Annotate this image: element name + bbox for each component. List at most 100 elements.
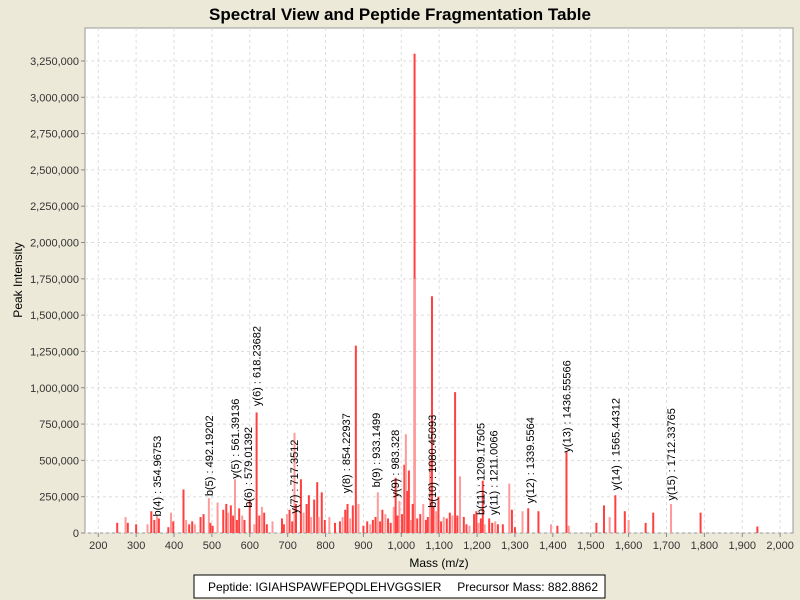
peak-bar bbox=[644, 522, 647, 533]
y-tick-label: 1,750,000 bbox=[30, 274, 79, 286]
x-tick-label: 2,000 bbox=[766, 540, 794, 552]
legend-precursor: Precursor Mass: 882.8862 bbox=[457, 580, 598, 594]
fragment-annotation: y(5) : 561.39136 bbox=[230, 399, 242, 479]
peak-bar bbox=[396, 515, 399, 533]
peak-bar bbox=[328, 517, 331, 533]
peak-bar bbox=[293, 432, 296, 533]
peak-bar bbox=[448, 512, 451, 533]
peak-bar bbox=[481, 480, 484, 533]
peak-bar bbox=[494, 521, 497, 533]
peak-bar bbox=[294, 503, 297, 533]
peak-bar bbox=[371, 519, 374, 533]
x-tick-label: 800 bbox=[316, 540, 334, 552]
peak-bar bbox=[265, 524, 268, 533]
peak-bar bbox=[307, 495, 310, 533]
peak-bar bbox=[124, 517, 127, 533]
peak-bar bbox=[344, 509, 347, 533]
peak-bar bbox=[241, 515, 244, 533]
peak-bar bbox=[426, 517, 429, 533]
peak-bar bbox=[556, 525, 559, 533]
peak-bar bbox=[153, 519, 156, 533]
peak-bar bbox=[271, 521, 274, 533]
peak-bar bbox=[440, 521, 443, 533]
peak-bar bbox=[608, 517, 611, 533]
peak-bar bbox=[234, 479, 237, 533]
fragment-annotation: b(6) : 579.01392 bbox=[243, 427, 255, 508]
peak-bar bbox=[146, 524, 149, 533]
peak-bar bbox=[527, 508, 530, 533]
peak-bar bbox=[508, 483, 511, 533]
peak-bar bbox=[513, 527, 516, 533]
peak-bar bbox=[338, 521, 341, 533]
peak-bar bbox=[302, 512, 305, 533]
y-tick-label: 1,500,000 bbox=[30, 310, 79, 322]
fragment-annotation: y(6) : 618.23682 bbox=[252, 326, 264, 406]
peak-bar bbox=[182, 489, 185, 533]
y-tick-label: 750,000 bbox=[39, 419, 79, 431]
peak-bar bbox=[424, 519, 427, 533]
peak-bar bbox=[437, 496, 440, 533]
x-tick-label: 200 bbox=[89, 540, 107, 552]
peak-bar bbox=[263, 512, 266, 533]
peak-bar bbox=[193, 524, 196, 533]
fragment-annotation: b(10) : 1080.45093 bbox=[427, 415, 439, 508]
peak-bar bbox=[351, 505, 354, 533]
peak-bar bbox=[614, 495, 617, 533]
peak-bar bbox=[537, 511, 540, 533]
peak-bar bbox=[602, 505, 605, 533]
peak-bar bbox=[354, 345, 357, 533]
peak-bar bbox=[341, 517, 344, 533]
peak-bar bbox=[229, 505, 232, 533]
peak-bar bbox=[376, 492, 379, 533]
x-tick-label: 1,200 bbox=[463, 540, 491, 552]
peak-bar bbox=[191, 521, 194, 533]
peak-bar bbox=[454, 392, 457, 533]
peak-bar bbox=[384, 514, 387, 533]
peak-bar bbox=[209, 522, 212, 533]
annotations: b(4) : 354.96753 b(5) : 492.19202 y(5) : 5… bbox=[152, 326, 678, 517]
peak-bar bbox=[374, 517, 377, 533]
peak-bar bbox=[521, 511, 524, 533]
peak-bar bbox=[419, 514, 422, 533]
peak-bar bbox=[479, 518, 482, 533]
x-axis-label: Mass (m/z) bbox=[409, 556, 468, 570]
x-tick-label: 1,400 bbox=[539, 540, 567, 552]
peak-bar bbox=[216, 502, 219, 533]
y-tick-label: 2,750,000 bbox=[30, 129, 79, 141]
peak-bar bbox=[623, 511, 626, 533]
peak-bar bbox=[169, 512, 172, 533]
x-tick-label: 1,000 bbox=[388, 540, 416, 552]
peak-bar bbox=[445, 518, 448, 533]
fragment-annotation: y(15) : 1712.33765 bbox=[666, 408, 678, 500]
peak-bar bbox=[248, 499, 251, 533]
fragment-annotation: b(5) : 492.19202 bbox=[204, 415, 216, 496]
peak-bar bbox=[401, 514, 404, 533]
peak-bar bbox=[459, 476, 462, 533]
axes: 200 300 400 500 600 700 800 900 1,000 1,100 1,200 1… bbox=[30, 56, 794, 552]
peak-bar bbox=[409, 519, 412, 533]
peak-bar bbox=[468, 525, 471, 533]
peak-bar bbox=[392, 506, 395, 533]
fragment-annotation: y(11) : 1211.0066 bbox=[489, 430, 501, 515]
legend: Peptide: IGIAHSPAWFEPQDLEHVGGSIER Precur… bbox=[193, 574, 606, 599]
peak-bar bbox=[756, 526, 759, 533]
peak-bar bbox=[288, 509, 291, 533]
x-tick-label: 500 bbox=[203, 540, 221, 552]
x-tick-label: 1,500 bbox=[577, 540, 605, 552]
peak-bar bbox=[334, 522, 337, 533]
peak-bar bbox=[483, 524, 486, 533]
y-tick-label: 2,000,000 bbox=[30, 238, 79, 250]
y-tick-label: 500,000 bbox=[39, 455, 79, 467]
peak-bar bbox=[238, 508, 241, 533]
peak-bar bbox=[699, 512, 702, 533]
peak-bar bbox=[253, 524, 256, 533]
peak-bar bbox=[429, 460, 432, 533]
peak-bar bbox=[258, 515, 261, 533]
peak-bar bbox=[285, 514, 288, 533]
y-tick-label: 3,000,000 bbox=[30, 92, 79, 104]
peak-bar bbox=[320, 492, 323, 533]
peak-bar bbox=[349, 518, 352, 533]
y-tick-label: 1,250,000 bbox=[30, 346, 79, 358]
peak-bar bbox=[398, 501, 401, 533]
peak-bar bbox=[510, 509, 513, 533]
